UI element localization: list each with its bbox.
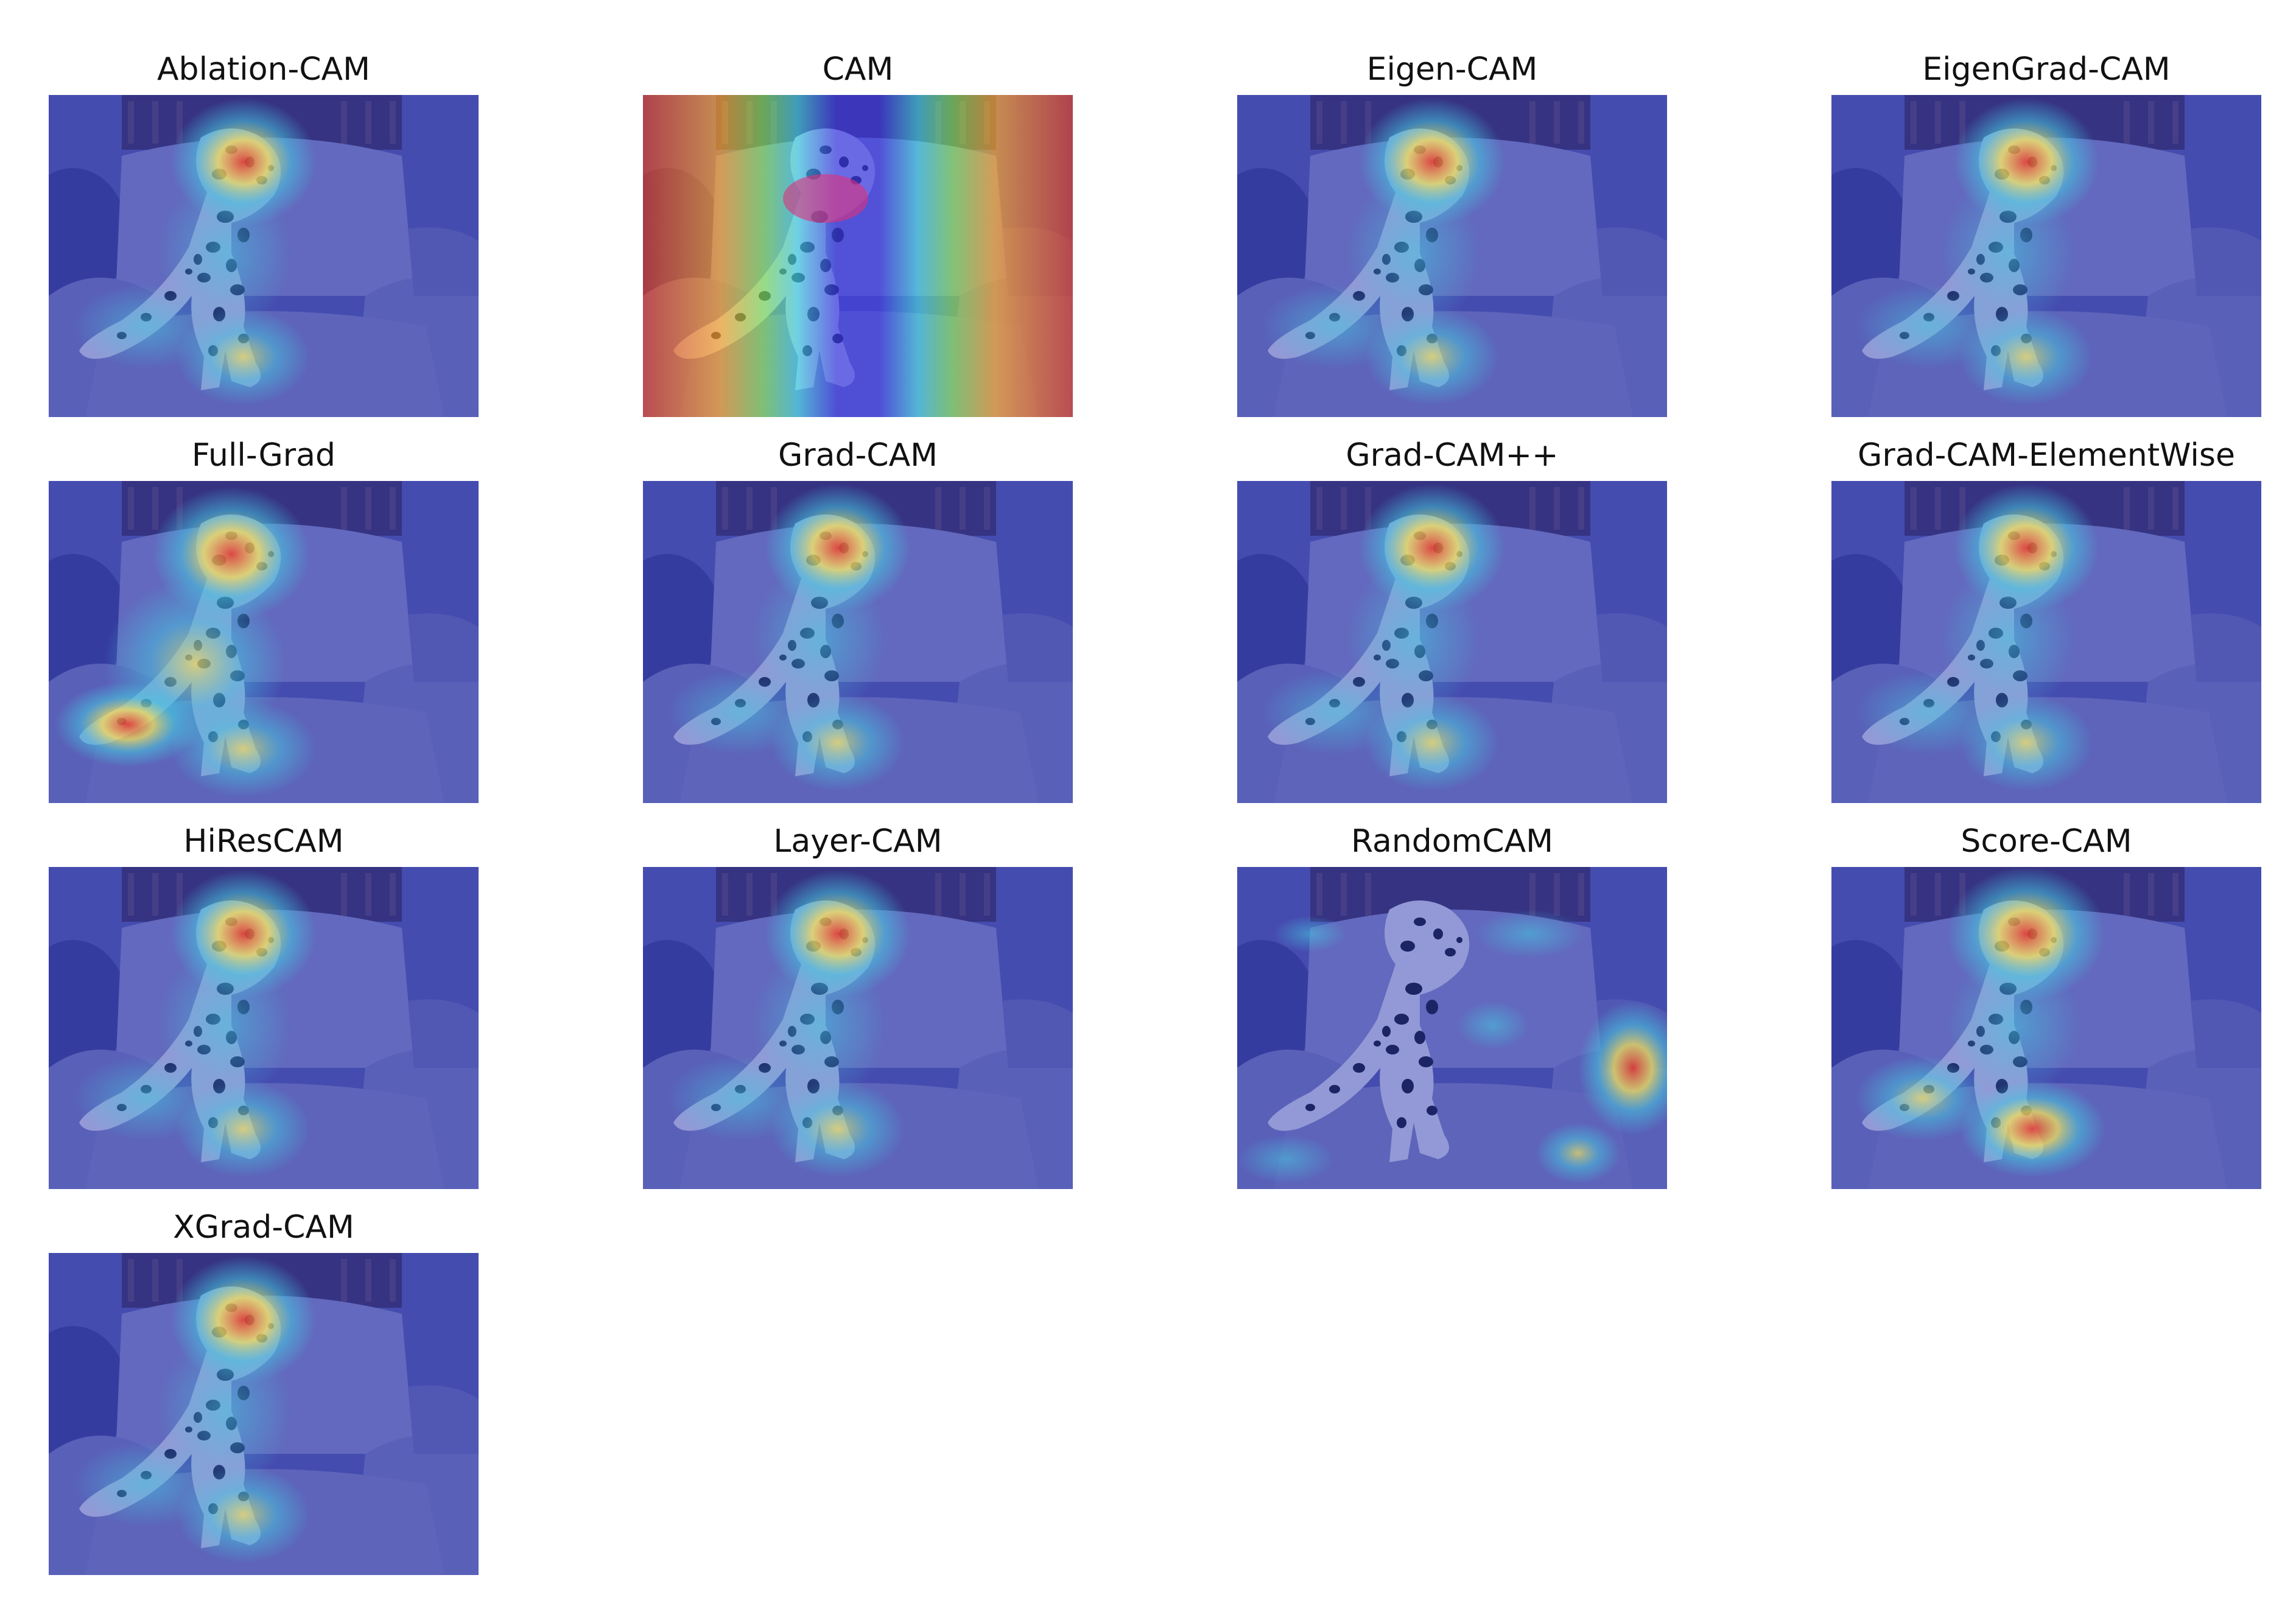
panel-full-grad: Full-Grad — [49, 430, 479, 803]
dalmatian-heatmap-svg — [1831, 481, 2261, 803]
dalmatian-heatmap-svg — [1831, 867, 2261, 1189]
heatmap-image — [1831, 481, 2261, 803]
heatmap-image — [1237, 95, 1667, 417]
heatmap-image — [49, 1253, 479, 1575]
panel-title: XGrad-CAM — [173, 1209, 354, 1246]
panel-title: RandomCAM — [1350, 823, 1554, 860]
panel-grad-cam-elementwise: Grad-CAM-ElementWise — [1831, 430, 2261, 803]
dalmatian-heatmap-svg — [1237, 867, 1667, 1189]
panel-title: Layer-CAM — [773, 823, 943, 860]
panel-title: Grad-CAM-ElementWise — [1858, 437, 2235, 474]
panel-cam: CAM — [643, 44, 1073, 417]
panel-score-cam: Score-CAM — [1831, 816, 2261, 1189]
heatmap-image — [49, 481, 479, 803]
panel-title: Grad-CAM — [778, 437, 938, 474]
panel-title: CAM — [822, 51, 894, 88]
heatmap-image — [1831, 95, 2261, 417]
panel-title: Ablation-CAM — [156, 51, 370, 88]
dalmatian-heatmap-svg — [49, 95, 479, 417]
dalmatian-heatmap-svg — [643, 95, 1073, 417]
panel-hirescam: HiResCAM — [49, 816, 479, 1189]
panel-title: EigenGrad-CAM — [1922, 51, 2171, 88]
dalmatian-heatmap-svg — [1831, 95, 2261, 417]
heatmap-image — [49, 867, 479, 1189]
panel-xgrad-cam: XGrad-CAM — [49, 1202, 479, 1575]
dalmatian-heatmap-svg — [49, 481, 479, 803]
dalmatian-heatmap-svg — [1237, 95, 1667, 417]
panel-randomcam: RandomCAM — [1237, 816, 1667, 1189]
panel-title: Score-CAM — [1961, 823, 2132, 860]
heatmap-image — [643, 95, 1073, 417]
dalmatian-heatmap-svg — [49, 867, 479, 1189]
panel-title: Grad-CAM++ — [1346, 437, 1559, 474]
heatmap-image — [1237, 867, 1667, 1189]
panel-eigen-cam: Eigen-CAM — [1237, 44, 1667, 417]
panel-title: HiResCAM — [183, 823, 344, 860]
panel-eigengrad-cam: EigenGrad-CAM — [1831, 44, 2261, 417]
dalmatian-heatmap-svg — [643, 481, 1073, 803]
panel-title: Eigen-CAM — [1366, 51, 1538, 88]
panel-layer-cam: Layer-CAM — [643, 816, 1073, 1189]
heatmap-image — [49, 95, 479, 417]
heatmap-image — [643, 867, 1073, 1189]
panel-ablation-cam: Ablation-CAM — [49, 44, 479, 417]
heatmap-image — [1831, 867, 2261, 1189]
heatmap-image — [643, 481, 1073, 803]
heatmap-image — [1237, 481, 1667, 803]
dalmatian-heatmap-svg — [643, 867, 1073, 1189]
panel-grad-cam: Grad-CAM++ — [1237, 430, 1667, 803]
panel-title: Full-Grad — [191, 437, 336, 474]
dalmatian-heatmap-svg — [49, 1253, 479, 1575]
panel-grad-cam: Grad-CAM — [643, 430, 1073, 803]
dalmatian-heatmap-svg — [1237, 481, 1667, 803]
